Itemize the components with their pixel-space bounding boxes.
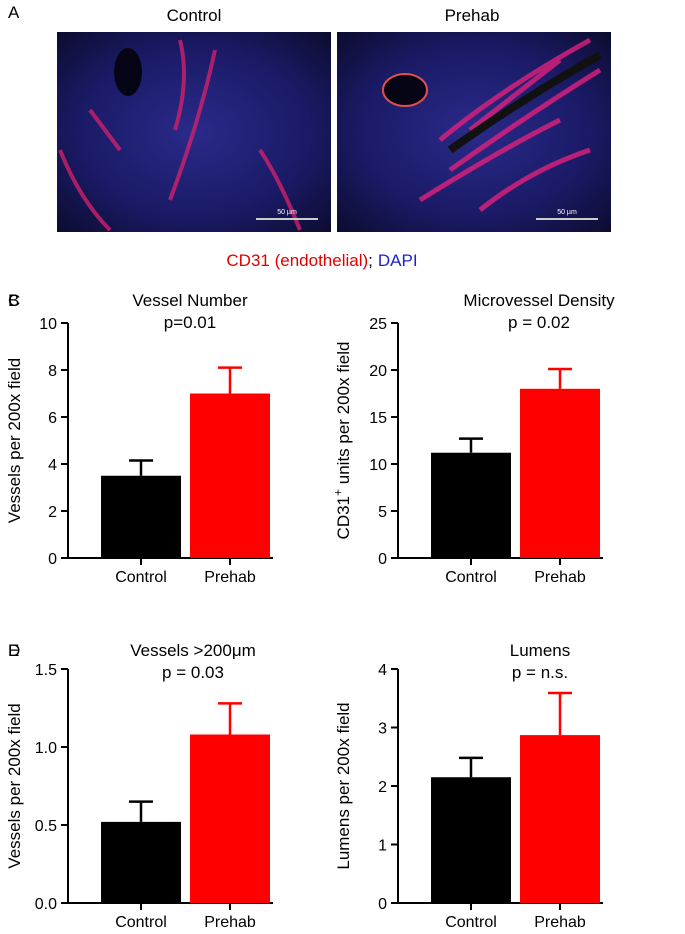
x-tick-label: Control (445, 569, 497, 586)
x-tick-label: Prehab (204, 569, 256, 586)
y-tick-label: 2 (48, 504, 57, 521)
bar (431, 452, 511, 558)
bar (101, 475, 181, 558)
chart-subtitle: p=0.01 (164, 313, 216, 332)
y-tick-label: 1.5 (35, 662, 57, 679)
y-tick-label: 3 (378, 721, 387, 738)
counterstain-label: DAPI (378, 251, 418, 270)
micrograph: 50 µm (57, 32, 331, 232)
y-axis-label: Lumens per 200x field (334, 702, 353, 869)
chart-subtitle: p = 0.02 (508, 313, 570, 332)
x-tick-label: Control (115, 569, 167, 586)
chart-title: Vessel Number (132, 291, 248, 310)
label-text: units per 200x field (334, 342, 353, 489)
chart-title: Vessels >200μm (130, 641, 256, 660)
y-tick-label: 1 (378, 838, 387, 855)
y-tick-label: 5 (378, 504, 387, 521)
scale-bar-label: 50 µm (557, 209, 577, 216)
panel-label: E (8, 641, 19, 660)
x-tick-label: Prehab (534, 914, 586, 929)
bar (190, 734, 270, 903)
x-tick-label: Control (445, 914, 497, 929)
micrograph: 50 µm (337, 32, 611, 232)
bar (101, 821, 181, 903)
y-axis-label: CD31+ units per 200x field (331, 342, 353, 540)
y-tick-label: 0 (48, 551, 57, 568)
y-tick-label: 4 (378, 662, 387, 679)
y-tick-label: 2 (378, 779, 387, 796)
bar (520, 388, 600, 558)
bar (190, 393, 270, 558)
y-tick-label: 10 (369, 457, 387, 474)
label-superscript: + (331, 489, 345, 496)
x-tick-label: Prehab (204, 914, 256, 929)
scale-bar-label: 50 µm (277, 209, 297, 216)
y-tick-label: 6 (48, 410, 57, 427)
image-title: Control (167, 6, 222, 25)
y-tick-label: 15 (369, 410, 387, 427)
y-tick-label: 0 (378, 896, 387, 913)
y-tick-label: 1.0 (35, 740, 57, 757)
y-tick-label: 25 (369, 316, 387, 333)
y-tick-label: 8 (48, 363, 57, 380)
image-title: Prehab (445, 6, 500, 25)
x-tick-label: Control (115, 914, 167, 929)
bar (431, 777, 511, 903)
chart-title: Microvessel Density (463, 291, 615, 310)
x-tick-label: Prehab (534, 569, 586, 586)
label-text: CD31 (334, 496, 353, 539)
separator: ; (368, 251, 373, 270)
y-tick-label: 4 (48, 457, 57, 474)
image-caption: CD31 (endothelial); DAPI (226, 251, 417, 270)
y-tick-label: 0 (378, 551, 387, 568)
y-axis-label: Vessels per 200x field (5, 358, 24, 523)
stain-label: CD31 (endothelial) (226, 251, 368, 270)
y-tick-label: 10 (39, 316, 57, 333)
panel-label: A (8, 3, 20, 22)
chart-title: Lumens (510, 641, 570, 660)
bar (520, 735, 600, 903)
y-tick-label: 0.0 (35, 896, 57, 913)
y-axis-label: Vessels per 200x field (5, 703, 24, 868)
panel-label: C (8, 291, 20, 310)
panel-label: D (8, 641, 20, 660)
panel-label: B (8, 291, 19, 310)
chart-subtitle: p = 0.03 (162, 663, 224, 682)
y-tick-label: 0.5 (35, 818, 57, 835)
chart-subtitle: p = n.s. (512, 663, 568, 682)
y-tick-label: 20 (369, 363, 387, 380)
